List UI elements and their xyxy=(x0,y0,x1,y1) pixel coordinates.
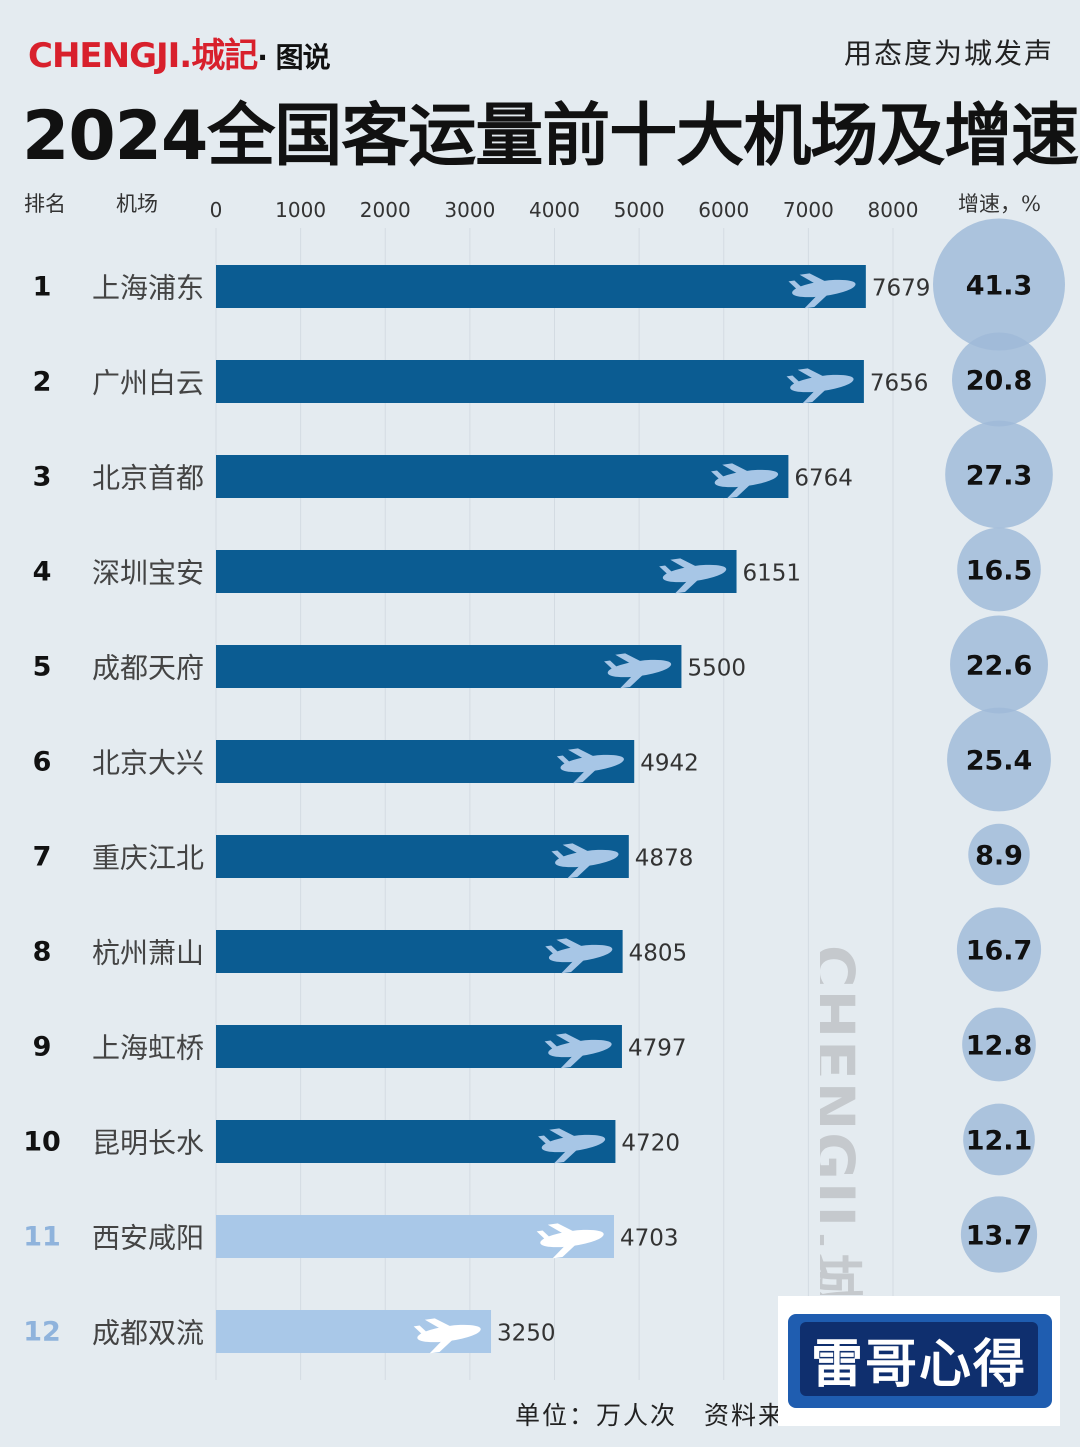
rank-label: 4 xyxy=(33,557,52,588)
airport-label: 广州白云 xyxy=(92,367,204,400)
growth-label: 16.7 xyxy=(966,936,1033,967)
airport-label: 北京大兴 xyxy=(92,747,204,780)
plane-icon xyxy=(659,558,727,594)
bar xyxy=(216,360,864,403)
bar xyxy=(216,550,737,593)
rank-label: 11 xyxy=(23,1222,61,1253)
growth-label: 8.9 xyxy=(975,841,1023,872)
airport-label: 北京首都 xyxy=(92,462,204,495)
stamp-text: 雷哥心得 xyxy=(810,1334,1027,1395)
value-label: 4720 xyxy=(621,1131,680,1157)
growth-bubble xyxy=(945,420,1053,529)
value-label: 7656 xyxy=(870,371,929,397)
growth-label: 12.8 xyxy=(966,1031,1033,1062)
x-tick-label: 8000 xyxy=(868,198,919,222)
plane-icon xyxy=(551,843,619,879)
growth-bubble xyxy=(960,1196,1038,1273)
rank-label: 12 xyxy=(23,1317,61,1348)
plane-icon xyxy=(545,938,613,974)
plane-icon xyxy=(604,653,672,689)
airport-label: 杭州萧山 xyxy=(92,937,204,970)
growth-bubble xyxy=(952,332,1046,427)
growth-bubble xyxy=(950,615,1048,714)
value-label: 6151 xyxy=(743,561,802,587)
x-tick-label: 5000 xyxy=(614,198,665,222)
bar xyxy=(216,265,866,308)
x-tick-label: 2000 xyxy=(360,198,411,222)
value-label: 7679 xyxy=(872,276,931,302)
stamp-badge: 雷哥心得 xyxy=(778,1296,1060,1426)
col-header-airport: 机场 xyxy=(116,192,158,216)
bar xyxy=(216,645,682,688)
growth-bubble xyxy=(956,907,1042,992)
airport-label: 上海虹桥 xyxy=(92,1032,204,1065)
plane-icon xyxy=(786,368,854,404)
plane-icon xyxy=(711,463,779,499)
value-label: 4805 xyxy=(629,941,688,967)
logo-cn: 城記 xyxy=(191,36,258,76)
value-label: 4942 xyxy=(640,751,699,777)
logo-suffix: · 图说 xyxy=(257,41,330,74)
growth-label: 27.3 xyxy=(966,461,1033,492)
rank-label: 3 xyxy=(33,462,52,493)
value-label: 6764 xyxy=(794,466,853,492)
x-tick-label: 7000 xyxy=(783,198,834,222)
growth-label: 20.8 xyxy=(966,366,1033,397)
plane-icon xyxy=(413,1318,481,1354)
value-label: 4797 xyxy=(628,1036,687,1062)
logo-brand: CHENGJI. xyxy=(28,36,192,76)
airport-label: 西安咸阳 xyxy=(92,1222,204,1255)
airport-label: 成都双流 xyxy=(92,1317,204,1350)
bar xyxy=(216,455,789,498)
brand-logo: CHENGJI.城記· 图说 xyxy=(28,28,331,77)
growth-bubble xyxy=(947,707,1051,812)
rank-label: 7 xyxy=(33,842,52,873)
growth-label: 16.5 xyxy=(966,556,1033,587)
growth-bubble xyxy=(957,527,1041,612)
growth-label: 22.6 xyxy=(966,651,1033,682)
value-label: 4703 xyxy=(620,1226,679,1252)
airport-label: 深圳宝安 xyxy=(92,557,204,590)
rank-label: 10 xyxy=(23,1127,61,1158)
rank-label: 6 xyxy=(33,747,52,778)
x-tick-label: 0 xyxy=(210,198,223,222)
rank-label: 2 xyxy=(33,367,52,398)
value-label: 5500 xyxy=(687,656,746,682)
growth-label: 13.7 xyxy=(966,1221,1033,1252)
growth-label: 25.4 xyxy=(966,746,1033,777)
plane-icon xyxy=(538,1128,606,1164)
rank-label: 1 xyxy=(33,272,52,303)
plane-icon xyxy=(556,748,624,784)
slogan: 用态度为城发声 xyxy=(843,37,1054,70)
stamp-inner: 雷哥心得 xyxy=(800,1322,1038,1396)
page-title: 2024全国客运量前十大机场及增速 xyxy=(22,97,1079,176)
col-header-growth: 增速，% xyxy=(958,192,1041,216)
value-label: 3250 xyxy=(497,1321,556,1347)
x-tick-label: 6000 xyxy=(698,198,749,222)
airport-label: 成都天府 xyxy=(92,652,204,685)
growth-bubble xyxy=(968,823,1030,886)
airport-label: 重庆江北 xyxy=(92,842,204,875)
plane-icon xyxy=(788,273,856,309)
x-tick-label: 4000 xyxy=(529,198,580,222)
plane-icon xyxy=(544,1033,612,1069)
growth-label: 41.3 xyxy=(966,271,1033,302)
x-tick-label: 1000 xyxy=(275,198,326,222)
value-label: 4878 xyxy=(635,846,694,872)
airport-label: 上海浦东 xyxy=(92,272,204,305)
rank-label: 5 xyxy=(33,652,52,683)
col-header-rank: 排名 xyxy=(24,192,66,216)
plane-icon xyxy=(536,1223,604,1259)
growth-bubble xyxy=(962,1007,1036,1082)
footer-note: 单位：万人次 资料来 xyxy=(515,1401,786,1430)
airport-label: 昆明长水 xyxy=(92,1127,204,1160)
x-tick-label: 3000 xyxy=(444,198,495,222)
growth-label: 12.1 xyxy=(966,1126,1033,1157)
rank-label: 8 xyxy=(33,937,52,968)
growth-bubble xyxy=(963,1103,1035,1176)
growth-bubble xyxy=(933,218,1065,351)
rank-label: 9 xyxy=(33,1032,52,1063)
